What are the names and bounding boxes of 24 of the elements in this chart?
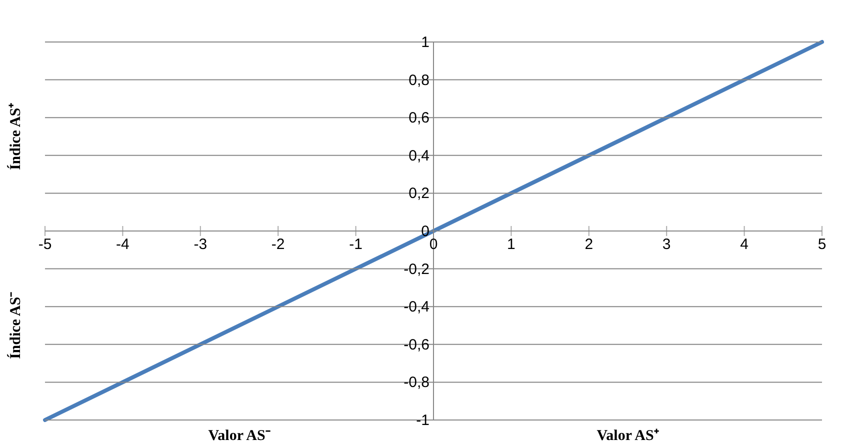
- y-tick-label: 0,4: [408, 147, 430, 164]
- x-tick-label: 2: [584, 236, 594, 253]
- x-tick-label: 1: [507, 236, 516, 253]
- x-tick-label: -1: [349, 236, 362, 253]
- x-tick-label: 5: [818, 236, 826, 253]
- y-tick-label: -0,8: [404, 374, 430, 392]
- x-axis-title: Valor AS⁺: [596, 428, 659, 444]
- y-tick-label: -1: [416, 412, 430, 429]
- y-tick-label: 0,2: [408, 185, 430, 202]
- x-tick-label: -2: [271, 236, 285, 253]
- x-tick-label: -4: [116, 236, 130, 253]
- text: Valor AS⁻: [208, 428, 270, 444]
- text: Índice AS⁻: [7, 292, 24, 360]
- y-axis-title: Índice AS⁺: [7, 102, 24, 170]
- y-tick-label: -0,2: [404, 260, 430, 278]
- y-tick-label: 0,6: [408, 110, 430, 127]
- x-tick-label: -3: [194, 236, 208, 253]
- x-tick-label: 3: [662, 236, 671, 253]
- y-tick-label: 0,8: [408, 72, 430, 89]
- y-tick-label: 1: [421, 34, 430, 51]
- x-tick-label: -5: [38, 236, 52, 253]
- y-tick-label: -0,6: [404, 336, 430, 354]
- y-tick-label: -0,4: [404, 298, 430, 316]
- x-tick-label: 4: [740, 236, 748, 253]
